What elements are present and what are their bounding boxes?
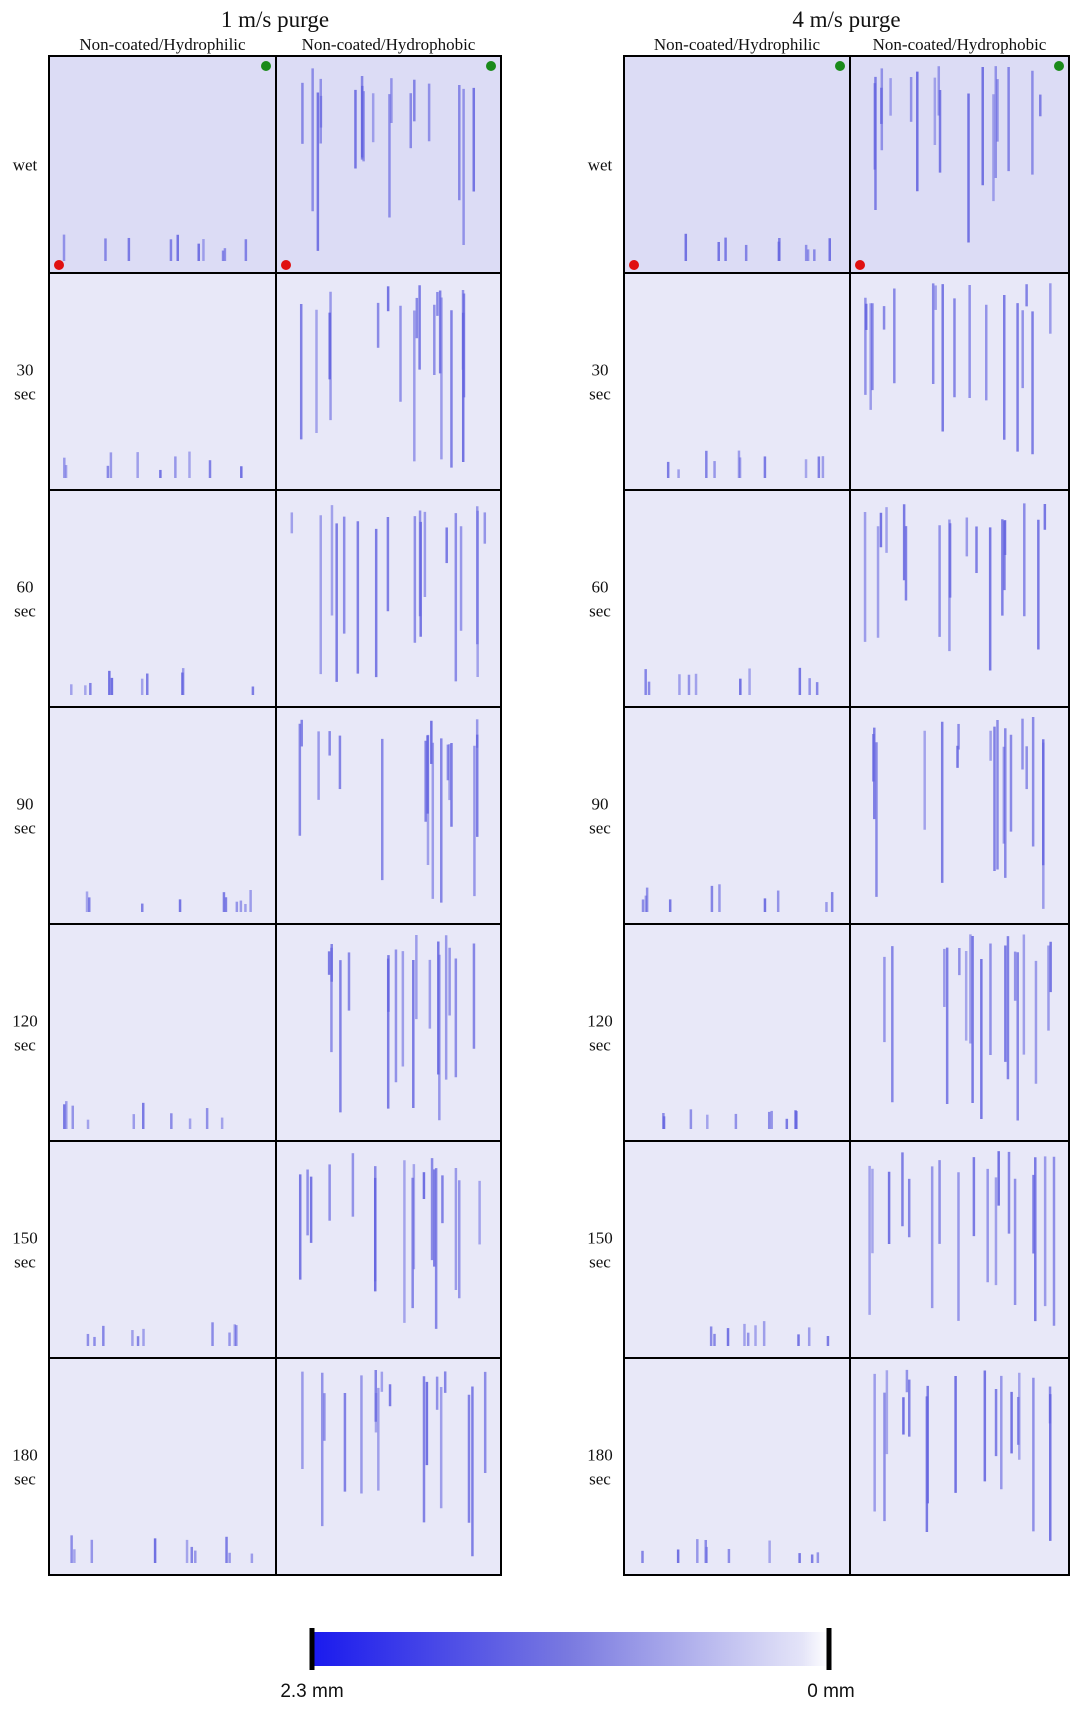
row-label: sec bbox=[589, 385, 611, 404]
row-label: 60 bbox=[592, 578, 609, 597]
panel-border bbox=[275, 1357, 502, 1576]
row-label: 150 bbox=[12, 1229, 38, 1248]
radiograph bbox=[276, 707, 501, 924]
group-title: 4 m/s purge bbox=[792, 7, 900, 32]
column-header: Non-coated/Hydrophilic bbox=[79, 35, 246, 54]
colorbar-label: 0 mm bbox=[807, 1681, 855, 1702]
row-label: sec bbox=[589, 819, 611, 838]
row-label: 60 bbox=[17, 578, 34, 597]
row-label: 120 bbox=[12, 1012, 38, 1031]
row-label: sec bbox=[14, 819, 36, 838]
radiograph bbox=[624, 273, 850, 490]
row-label: sec bbox=[14, 602, 36, 621]
radiograph bbox=[49, 924, 276, 1141]
marker-dot bbox=[1054, 61, 1064, 71]
row-label: 180 bbox=[587, 1446, 613, 1465]
marker-dot bbox=[855, 260, 865, 270]
radiograph bbox=[49, 56, 276, 273]
row-label: 150 bbox=[587, 1229, 613, 1248]
row-label: sec bbox=[14, 1036, 36, 1055]
colorbar bbox=[312, 1632, 828, 1666]
row-label: 180 bbox=[12, 1446, 38, 1465]
radiograph bbox=[624, 1358, 850, 1575]
row-label: sec bbox=[14, 1470, 36, 1489]
column-header: Non-coated/Hydrophobic bbox=[302, 35, 476, 54]
radiograph bbox=[624, 56, 850, 273]
marker-dot bbox=[281, 260, 291, 270]
marker-dot bbox=[835, 61, 845, 71]
radiograph bbox=[49, 707, 276, 924]
marker-dot bbox=[629, 260, 639, 270]
marker-dot bbox=[486, 61, 496, 71]
radiograph bbox=[850, 490, 1069, 707]
radiograph bbox=[276, 1141, 501, 1358]
group-title: 1 m/s purge bbox=[221, 7, 329, 32]
radiograph bbox=[624, 490, 850, 707]
row-label: sec bbox=[589, 1253, 611, 1272]
radiograph bbox=[49, 273, 276, 490]
column-header: Non-coated/Hydrophobic bbox=[873, 35, 1047, 54]
radiograph bbox=[624, 707, 850, 924]
colorbar-label: 2.3 mm bbox=[280, 1681, 343, 1702]
column-header: Non-coated/Hydrophilic bbox=[654, 35, 821, 54]
row-label: sec bbox=[589, 1470, 611, 1489]
row-label: 90 bbox=[592, 795, 609, 814]
row-label: 30 bbox=[17, 361, 34, 380]
panel-border bbox=[849, 1357, 1070, 1576]
radiograph bbox=[624, 924, 850, 1141]
radiograph bbox=[624, 1141, 850, 1358]
row-label: wet bbox=[13, 156, 38, 175]
row-label: sec bbox=[589, 1036, 611, 1055]
radiograph bbox=[850, 1358, 1069, 1575]
marker-dot bbox=[54, 260, 64, 270]
row-label: sec bbox=[14, 1253, 36, 1272]
panel-grids: 1 m/s purge Non-coated/Hydrophilic Non-coa… bbox=[12, 7, 1070, 1576]
row-label: sec bbox=[14, 385, 36, 404]
radiograph bbox=[49, 1358, 276, 1575]
radiograph bbox=[49, 490, 276, 707]
radiograph bbox=[276, 1358, 501, 1575]
radiograph bbox=[850, 273, 1069, 490]
radiograph bbox=[49, 1141, 276, 1358]
row-label: wet bbox=[588, 156, 613, 175]
row-label: sec bbox=[589, 602, 611, 621]
row-label: 30 bbox=[592, 361, 609, 380]
marker-dot bbox=[261, 61, 271, 71]
row-label: 120 bbox=[587, 1012, 613, 1031]
row-label: 90 bbox=[17, 795, 34, 814]
